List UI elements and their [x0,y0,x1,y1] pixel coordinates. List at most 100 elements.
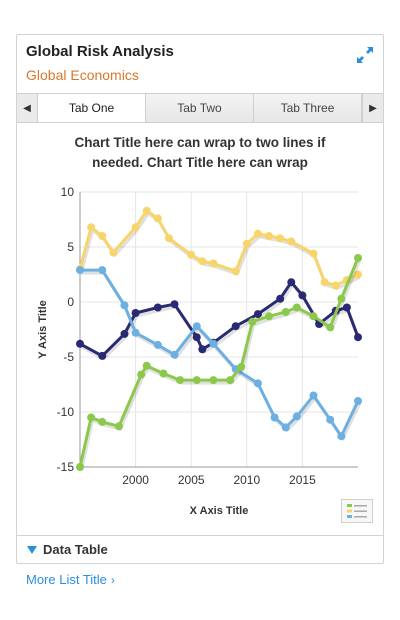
legend-toggle-icon[interactable] [341,499,373,523]
data-point-green [114,422,123,431]
data-point-green [176,376,185,385]
data-point-navy [298,291,307,300]
data-point-green [326,323,335,332]
data-point-blue [131,328,140,337]
x-tick-label: 2015 [289,473,316,487]
y-tick-label: 0 [67,295,74,309]
data-point-green [87,413,96,422]
tab-three[interactable]: Tab Three [254,94,362,122]
data-point-yellow [131,223,140,232]
data-point-green [209,376,218,385]
data-point-blue [326,415,335,424]
chart-title-line-1: Chart Title here can wrap to two lines i… [74,135,326,150]
chevron-left-icon: ◀ [23,102,31,114]
more-list-link[interactable]: More List Title › [26,572,115,587]
data-point-yellow [98,232,107,240]
chart-title: Chart Title here can wrap to two lines i… [17,133,383,173]
triangle-down-icon [27,545,37,554]
data-point-yellow [265,232,274,240]
data-point-yellow [242,239,251,248]
data-point-yellow [153,214,162,223]
tab-bar: ◀ Tab One Tab Two Tab Three ▶ [17,93,383,123]
data-point-yellow [109,248,118,257]
data-point-blue [337,432,346,441]
data-table-label: Data Table [43,542,108,557]
data-point-yellow [142,206,151,215]
expand-icon[interactable] [355,45,375,65]
more-list-label: More List Title [26,572,107,587]
data-point-yellow [198,257,207,266]
data-point-navy [253,310,262,319]
data-point-yellow [187,250,196,259]
y-tick-label: 5 [67,240,74,254]
tab-prev-button[interactable]: ◀ [17,94,38,122]
card-subtitle[interactable]: Global Economics [26,67,139,83]
chart-card: Global Risk Analysis Global Economics ◀ … [16,34,384,564]
data-point-green [192,376,201,385]
data-point-green [137,370,146,379]
data-point-blue [192,322,201,331]
data-point-blue [253,379,262,388]
x-tick-label: 2005 [178,473,205,487]
chart-title-line-2: needed. Chart Title here can wrap [92,155,308,170]
data-point-navy [198,345,207,354]
data-point-yellow [209,259,218,268]
data-point-green [309,312,318,321]
data-point-blue [309,391,318,400]
data-point-green [226,376,235,385]
x-tick-label: 2010 [233,473,260,487]
data-point-green [337,294,346,303]
data-point-blue [153,340,162,349]
tab-two-label: Tab Two [177,101,222,115]
data-point-blue [292,412,301,421]
chevron-right-icon: › [110,573,115,587]
data-point-blue [98,266,107,275]
data-point-green [354,254,362,262]
data-point-green [248,317,257,326]
tab-one[interactable]: Tab One [38,94,146,122]
y-tick-label: -15 [57,460,75,474]
data-point-navy [192,333,201,342]
data-table-toggle[interactable]: Data Table [17,535,383,563]
data-point-yellow [331,281,340,290]
data-point-navy [342,303,351,312]
data-point-blue [281,423,290,432]
data-point-navy [354,333,362,342]
line-chart: 10 5 0 -5 -10 -15 2000 2005 2010 2015 X Axis Title… [37,185,362,517]
data-point-yellow [87,223,96,232]
data-point-yellow [253,229,262,238]
card-header: Global Risk Analysis Global Economics [17,35,383,93]
data-point-blue [270,413,279,422]
data-point-navy [153,303,162,312]
data-point-yellow [276,234,285,243]
data-point-green [142,361,151,370]
data-point-blue [170,350,179,359]
data-point-green [98,417,107,426]
chevron-right-icon: ▶ [369,102,377,114]
tab-next-button[interactable]: ▶ [362,94,383,122]
data-point-green [237,362,246,371]
tab-three-label: Tab Three [280,101,335,115]
x-axis-title: X Axis Title [190,505,249,517]
data-point-blue [120,301,129,310]
y-tick-label: -10 [57,405,75,419]
y-axis-title: Y Axis Title [37,300,49,359]
y-tick-label: -5 [63,350,74,364]
data-point-navy [76,339,84,348]
series-shadow-green [80,260,361,471]
data-point-navy [98,351,107,360]
data-point-blue [354,397,362,405]
tab-two[interactable]: Tab Two [146,94,254,122]
data-point-yellow [354,270,362,279]
series-shadow-yellow [80,212,361,290]
series-line-green [78,257,360,468]
data-point-navy [120,329,129,338]
card-title: Global Risk Analysis [26,43,174,60]
series-shadow-navy [80,283,361,361]
data-point-green [265,312,274,321]
data-point-navy [231,322,240,331]
data-point-yellow [231,267,240,276]
data-point-navy [287,278,296,287]
data-point-yellow [309,249,318,258]
data-point-green [159,369,168,378]
